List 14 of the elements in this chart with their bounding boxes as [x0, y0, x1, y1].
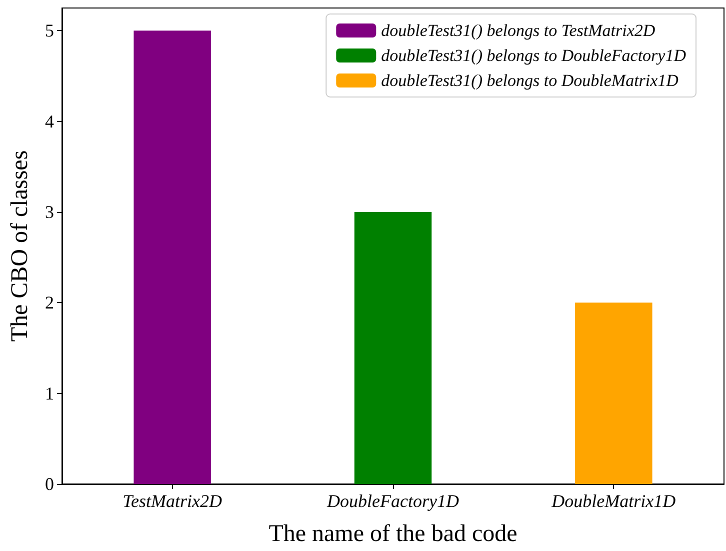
- x-tick-label: DoubleFactory1D: [326, 491, 459, 511]
- y-tick-label: 2: [45, 292, 54, 313]
- y-tick-label: 5: [45, 20, 54, 41]
- y-tick-label: 0: [45, 474, 54, 494]
- legend-label: doubleTest31() belongs to DoubleMatrix1D: [381, 71, 680, 90]
- y-tick-label: 3: [45, 202, 54, 222]
- y-tick-label: 4: [45, 111, 54, 132]
- x-tick-label: TestMatrix2D: [122, 491, 222, 511]
- legend-label: doubleTest31() belongs to TestMatrix2D: [381, 21, 656, 40]
- x-tick-label: DoubleMatrix1D: [550, 491, 676, 511]
- y-axis-title: The CBO of classes: [7, 150, 33, 342]
- y-tick-label: 1: [45, 383, 54, 404]
- x-axis-title: The name of the bad code: [268, 521, 518, 547]
- legend-label: doubleTest31() belongs to DoubleFactory1D: [381, 46, 687, 65]
